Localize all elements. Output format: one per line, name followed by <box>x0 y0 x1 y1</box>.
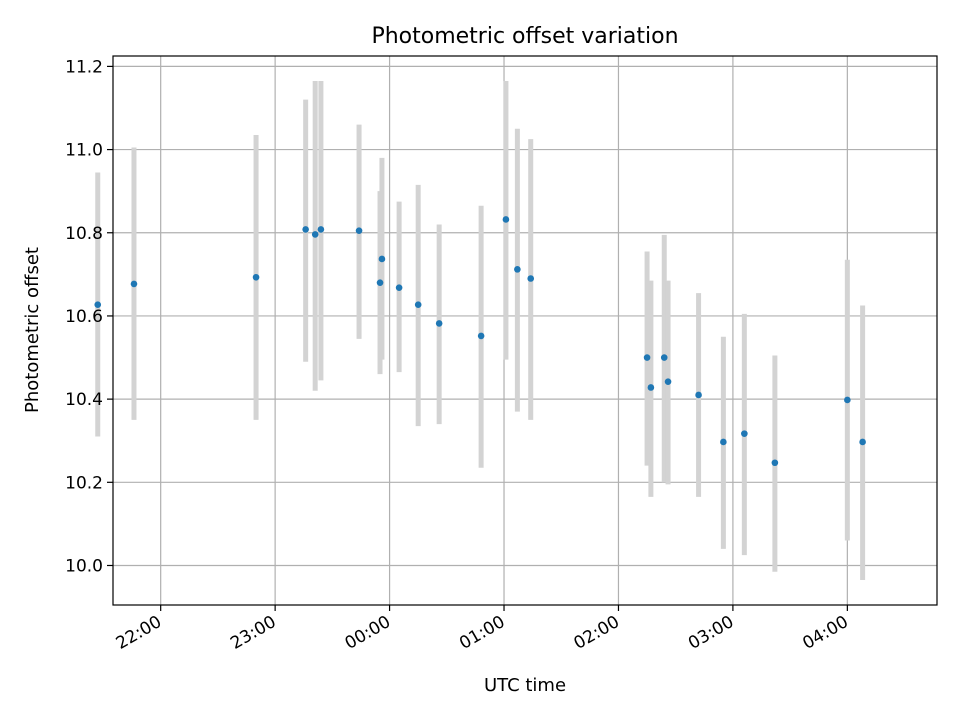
y-tick-label: 11.0 <box>65 141 103 161</box>
data-point <box>477 332 485 340</box>
data-point <box>252 273 260 281</box>
grid <box>113 56 937 605</box>
y-tick-label: 10.0 <box>65 556 103 576</box>
data-point <box>376 279 384 286</box>
data-point <box>414 301 422 309</box>
data-point <box>311 231 319 238</box>
data-point <box>94 301 102 309</box>
y-tick-label: 10.6 <box>65 307 103 327</box>
data-point <box>355 227 363 234</box>
data-point <box>660 354 668 361</box>
data-point <box>647 384 655 391</box>
y-tick-label: 10.4 <box>65 390 103 410</box>
plot-frame <box>112 55 938 606</box>
data-point <box>130 280 138 288</box>
data-point <box>859 438 866 446</box>
data-point <box>844 396 851 404</box>
data-point <box>502 216 510 223</box>
data-point <box>378 255 386 263</box>
y-tick-label: 11.2 <box>65 57 103 77</box>
data-point <box>771 459 779 467</box>
data-point <box>695 391 702 399</box>
x-axis-label: UTC time <box>484 675 566 696</box>
data-point <box>514 266 521 273</box>
y-axis-ticks: 10.0 10.2 10.4 10.6 10.8 11.0 11.2 <box>65 57 113 576</box>
data-point <box>302 226 309 233</box>
data-points <box>94 216 866 467</box>
y-axis-label: Photometric offset <box>22 247 43 413</box>
data-point <box>317 226 325 233</box>
data-point <box>741 430 748 437</box>
data-point <box>643 354 651 361</box>
chart-title: Photometric offset variation <box>371 24 678 49</box>
data-point <box>435 320 443 327</box>
y-tick-label: 10.8 <box>65 224 103 244</box>
data-point <box>395 284 403 291</box>
data-point <box>527 275 535 282</box>
data-point <box>664 378 672 385</box>
data-point <box>720 438 727 446</box>
y-tick-label: 10.2 <box>65 473 103 493</box>
